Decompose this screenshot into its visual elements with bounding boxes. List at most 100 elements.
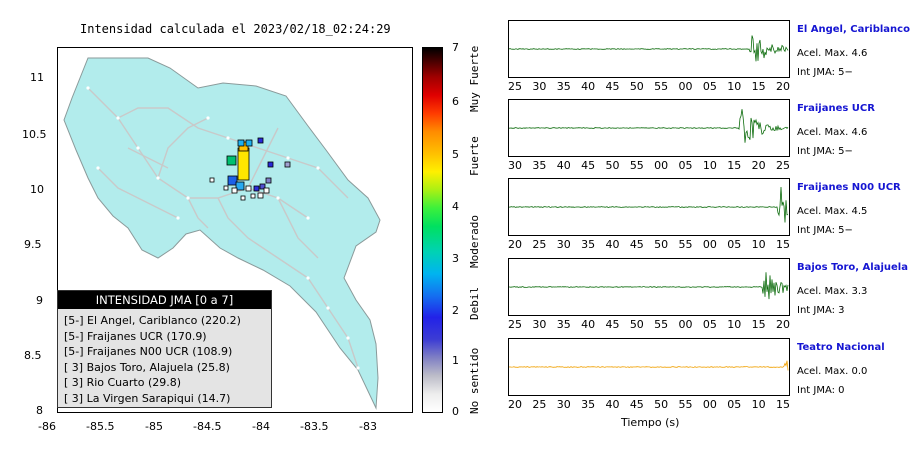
station-name: El Angel, Cariblanco bbox=[797, 24, 910, 35]
lat-tick: 8 bbox=[36, 404, 43, 417]
waveform-tick: 20 bbox=[751, 159, 766, 172]
waveform-trace bbox=[508, 186, 789, 223]
waveform-tick: 30 bbox=[556, 238, 571, 251]
legend-item: [ 3] Bajos Toro, Alajuela (25.8) bbox=[64, 360, 230, 374]
waveform-trace bbox=[508, 109, 789, 143]
lon-tick: -85.5 bbox=[86, 420, 115, 433]
waveform-tick: 00 bbox=[702, 238, 717, 251]
waveform-tick: 20 bbox=[508, 398, 522, 411]
waveform-panel bbox=[508, 178, 790, 236]
lat-tick: 9 bbox=[36, 294, 43, 307]
waveform-tick: 30 bbox=[532, 318, 547, 331]
waveform-tick: 00 bbox=[678, 318, 693, 331]
waveform-tick: 35 bbox=[581, 398, 596, 411]
waveform-tick: 25 bbox=[508, 318, 522, 331]
lon-tick: -84 bbox=[252, 420, 270, 433]
colorbar-tick: 5 bbox=[452, 148, 459, 161]
waveform-tick: 15 bbox=[727, 159, 742, 172]
waveform-tick: 35 bbox=[556, 80, 571, 93]
waveform-tick: 45 bbox=[629, 238, 644, 251]
legend-item: [5-] Fraijanes UCR (170.9) bbox=[64, 329, 207, 343]
legend-title: INTENSIDAD JMA [0 a 7] bbox=[58, 291, 271, 309]
waveform-tick: 50 bbox=[654, 238, 669, 251]
waveform-tick: 55 bbox=[678, 398, 693, 411]
time-axis-label: Tiempo (s) bbox=[621, 416, 680, 429]
intensity-colorbar bbox=[422, 47, 443, 413]
station-int-jma: Int JMA: 0 bbox=[797, 385, 845, 396]
waveform-tick: 25 bbox=[508, 80, 522, 93]
waveform-trace bbox=[509, 272, 789, 300]
waveform-tick: 25 bbox=[776, 159, 790, 172]
waveform-tick: 15 bbox=[776, 398, 790, 411]
waveform-tick: 20 bbox=[776, 318, 790, 331]
costa-rica-map bbox=[63, 57, 381, 410]
waveform-tick: 45 bbox=[605, 80, 620, 93]
station-name: Bajos Toro, Alajuela bbox=[797, 262, 908, 273]
legend-item: [5-] Fraijanes N00 UCR (108.9) bbox=[64, 345, 233, 358]
waveform-panel bbox=[508, 258, 790, 316]
waveform-tick: 55 bbox=[629, 159, 644, 172]
station-name: Fraijanes UCR bbox=[797, 103, 875, 114]
lon-tick: -86 bbox=[38, 420, 56, 433]
station-acel-max: Acel. Max. 4.6 bbox=[797, 127, 868, 138]
waveform-tick: 00 bbox=[654, 159, 669, 172]
waveform-tick: 55 bbox=[678, 238, 693, 251]
waveform-tick: 00 bbox=[702, 398, 717, 411]
colorbar-label-no-sentido: No sentido bbox=[468, 347, 481, 414]
intensity-legend: INTENSIDAD JMA [0 a 7] [5-] El Angel, Ca… bbox=[57, 290, 272, 408]
colorbar-tick: 1 bbox=[452, 354, 459, 367]
waveform-tick: 05 bbox=[702, 80, 717, 93]
waveform-tick: 40 bbox=[605, 398, 620, 411]
waveform-tick: 40 bbox=[556, 159, 571, 172]
waveform-tick: 10 bbox=[751, 398, 766, 411]
station-name: Fraijanes N00 UCR bbox=[797, 182, 901, 193]
waveform-tick: 30 bbox=[508, 159, 522, 172]
lon-tick: -83.5 bbox=[300, 420, 329, 433]
waveform-tick: 50 bbox=[605, 159, 620, 172]
legend-list: [5-] El Angel, Cariblanco (220.2) [5-] F… bbox=[58, 309, 271, 406]
intensity-map bbox=[57, 47, 413, 413]
waveform-tick: 25 bbox=[532, 238, 547, 251]
colorbar-tick: 2 bbox=[452, 304, 459, 317]
costa-rica-landmass bbox=[63, 57, 381, 410]
station-int-jma: Int JMA: 5− bbox=[797, 146, 853, 157]
waveform-tick: 05 bbox=[727, 238, 742, 251]
station-acel-max: Acel. Max. 4.6 bbox=[797, 48, 868, 59]
waveform-tick: 05 bbox=[678, 159, 693, 172]
station-int-jma: Int JMA: 3 bbox=[797, 305, 845, 316]
waveform-tick: 10 bbox=[702, 159, 717, 172]
waveform-tick: 35 bbox=[581, 238, 596, 251]
waveform-tick: 30 bbox=[556, 398, 571, 411]
waveform-tick: 20 bbox=[776, 80, 790, 93]
lat-tick: 11 bbox=[30, 71, 44, 84]
waveform-tick: 05 bbox=[702, 318, 717, 331]
waveform-tick: 00 bbox=[678, 80, 693, 93]
colorbar-label-fuerte: Fuerte bbox=[468, 136, 481, 176]
lon-tick: -83 bbox=[359, 420, 377, 433]
waveform-tick: 45 bbox=[581, 159, 596, 172]
station-int-jma: Int JMA: 5− bbox=[797, 67, 853, 78]
waveform-tick: 40 bbox=[581, 80, 596, 93]
map-title: Intensidad calculada el 2023/02/18_02:24… bbox=[80, 22, 391, 36]
colorbar-tick: 4 bbox=[452, 200, 459, 213]
waveform-tick: 15 bbox=[751, 80, 766, 93]
lat-tick: 10 bbox=[30, 183, 44, 196]
waveform-tick: 50 bbox=[629, 80, 644, 93]
waveform-tick: 40 bbox=[581, 318, 596, 331]
lat-tick: 10.5 bbox=[22, 128, 47, 141]
waveform-panel bbox=[508, 20, 790, 78]
waveform-trace bbox=[508, 35, 789, 62]
waveform-panel bbox=[508, 99, 790, 157]
lat-tick: 9.5 bbox=[24, 238, 42, 251]
station-acel-max: Acel. Max. 4.5 bbox=[797, 206, 868, 217]
waveform-tick: 50 bbox=[654, 398, 669, 411]
waveform-tick: 10 bbox=[751, 238, 766, 251]
waveform-tick: 45 bbox=[605, 318, 620, 331]
waveform-tick: 15 bbox=[776, 238, 790, 251]
legend-item: [ 3] Rio Cuarto (29.8) bbox=[64, 376, 182, 389]
waveform-tick: 55 bbox=[654, 80, 669, 93]
legend-item: [5-] El Angel, Cariblanco (220.2) bbox=[64, 314, 241, 327]
colorbar-tick: 6 bbox=[452, 95, 459, 108]
waveform-tick: 50 bbox=[629, 318, 644, 331]
waveform-tick: 55 bbox=[654, 318, 669, 331]
